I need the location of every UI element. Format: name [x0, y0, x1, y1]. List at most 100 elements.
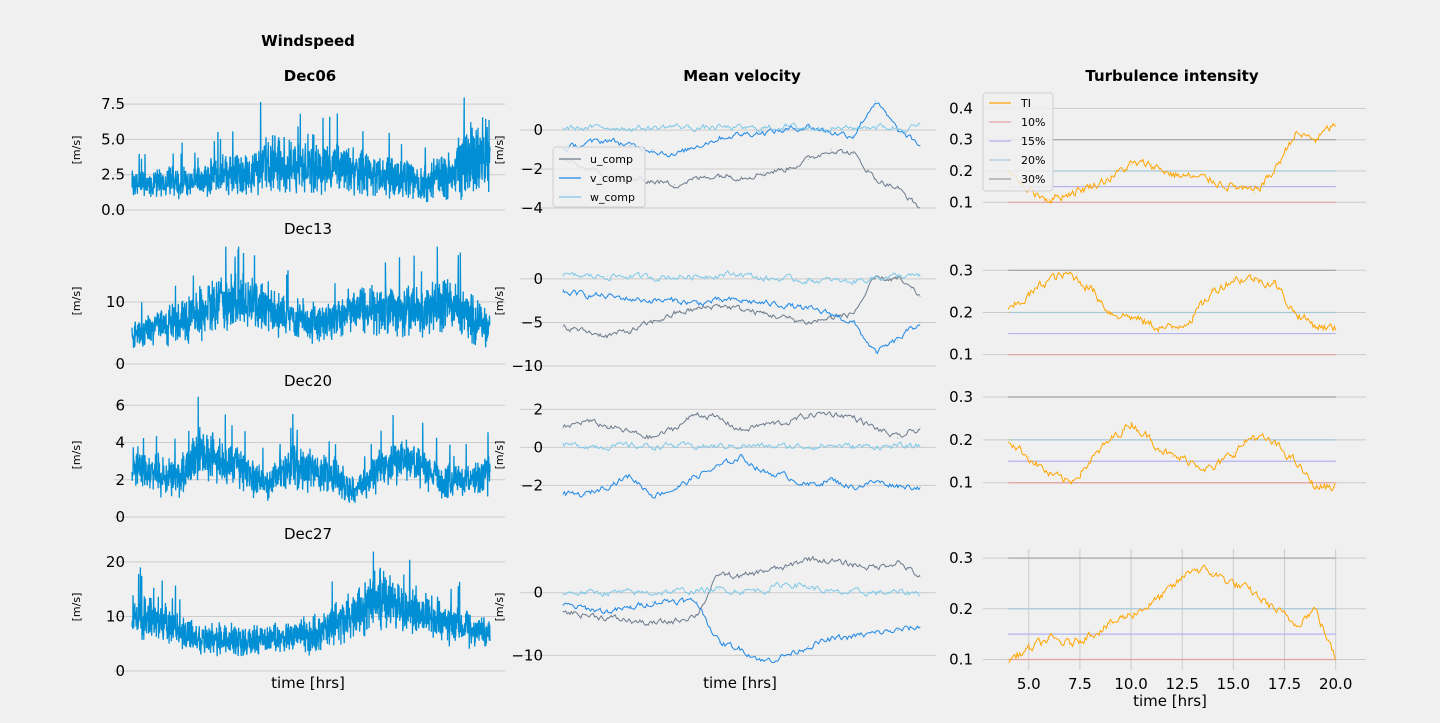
- data-point-w_comp: [607, 445, 609, 448]
- y-tick-label: 5.0: [101, 130, 125, 148]
- data-point-TI: [1314, 608, 1316, 610]
- data-point-TI: [1089, 633, 1091, 635]
- data-point-w_comp: [785, 125, 787, 127]
- data-point-w_comp: [830, 127, 832, 129]
- data-point-w_comp: [673, 444, 676, 447]
- y-tick-label: 0.3: [949, 131, 973, 149]
- x-tick-label: 15.0: [1217, 675, 1250, 693]
- data-point-w_comp: [562, 592, 564, 594]
- subplot-turbulence-dec06: 0.1 0.2 0.3 0.4 TI 10% 15% 20% 30%: [949, 92, 1366, 211]
- data-point-w_comp: [874, 592, 876, 594]
- y-tick-label: 0.2: [949, 303, 973, 321]
- y-axis-label: [m/s]: [493, 287, 506, 316]
- x-axis-label-mean-velocity: time [hrs]: [703, 674, 777, 692]
- data-point-w_comp: [673, 276, 676, 278]
- data-point-w_comp: [874, 276, 876, 278]
- data-point-u_comp: [763, 172, 765, 174]
- data-point-TI: [1212, 179, 1214, 181]
- series-u_comp: [562, 275, 921, 339]
- data-point-u_comp: [740, 576, 743, 578]
- data-point-w_comp: [830, 444, 832, 447]
- data-point-TI: [1191, 316, 1194, 318]
- data-point-v_comp: [629, 145, 631, 147]
- y-tick-label: −2: [521, 476, 543, 494]
- data-point-w_comp: [897, 592, 899, 594]
- data-point-u_comp: [607, 617, 609, 619]
- subplot-mean-velocity-dec13: −10 −5 0 [m/s]: [493, 270, 936, 375]
- y-tick-label: −2: [521, 160, 543, 178]
- data-point-u_comp: [919, 295, 921, 297]
- y-tick-label: 0: [115, 662, 125, 680]
- series-windspeed: [131, 551, 491, 657]
- series-TI: [1008, 564, 1337, 663]
- y-tick-label: 2.5: [101, 166, 125, 184]
- data-point-v_comp: [807, 484, 810, 486]
- y-tick-label: 2: [533, 400, 543, 418]
- y-tick-label: 2: [115, 471, 125, 489]
- data-point-TI: [1069, 192, 1071, 194]
- data-point-TI: [1150, 324, 1153, 326]
- x-tick-label: 20.0: [1319, 675, 1352, 693]
- data-point-v_comp: [740, 648, 743, 650]
- data-point-TI: [1314, 139, 1316, 141]
- data-point-v_comp: [584, 494, 586, 496]
- data-point-u_comp: [629, 431, 631, 433]
- data-point-TI: [1089, 186, 1091, 188]
- data-point-u_comp: [807, 557, 810, 559]
- y-axis-label: [m/s]: [70, 593, 83, 622]
- data-point-u_comp: [562, 326, 564, 328]
- data-point-v_comp: [763, 302, 765, 304]
- data-point-v_comp: [830, 639, 832, 641]
- data-point-w_comp: [897, 445, 899, 448]
- data-point-v_comp: [919, 145, 921, 147]
- data-point-TI: [1273, 608, 1275, 610]
- data-point-TI: [1253, 192, 1255, 194]
- data-point-v_comp: [919, 626, 921, 628]
- data-point-w_comp: [874, 125, 876, 127]
- series-u_comp: [562, 410, 921, 440]
- series-TI: [1007, 271, 1337, 334]
- data-point-TI: [1335, 486, 1337, 488]
- data-point-u_comp: [696, 412, 698, 414]
- data-point-u_comp: [740, 176, 743, 178]
- data-point-w_comp: [830, 280, 832, 282]
- data-point-v_comp: [696, 145, 698, 147]
- data-point-u_comp: [562, 610, 564, 613]
- data-point-u_comp: [696, 614, 698, 616]
- data-point-TI: [1150, 603, 1153, 605]
- data-point-w_comp: [562, 275, 564, 277]
- data-point-v_comp: [718, 642, 720, 644]
- subplot-turbulence-dec13: 0.1 0.2 0.3: [949, 261, 1366, 364]
- data-point-u_comp: [584, 614, 586, 616]
- data-point-TI: [1069, 273, 1071, 276]
- data-point-w_comp: [807, 585, 810, 588]
- x-tick-label: 10.0: [1114, 675, 1147, 693]
- y-tick-label: 0: [533, 121, 543, 139]
- series-windspeed: [131, 246, 491, 349]
- subplot-mean-velocity-dec27: −10 0 [m/s]: [493, 555, 936, 664]
- data-point-TI: [1212, 469, 1214, 471]
- series-v_comp: [562, 102, 921, 158]
- series-u_comp: [562, 555, 921, 626]
- y-axis-label: [m/s]: [493, 441, 506, 470]
- data-point-u_comp: [785, 567, 787, 569]
- data-point-v_comp: [718, 300, 720, 302]
- data-point-u_comp: [740, 308, 743, 310]
- data-point-v_comp: [852, 135, 854, 137]
- data-point-v_comp: [830, 313, 832, 315]
- data-point-w_comp: [629, 275, 631, 277]
- series-w_comp: [562, 440, 921, 452]
- subplot-windspeed-dec06: 0.0 2.5 5.0 7.5 [m/s]: [70, 95, 505, 219]
- data-point-u_comp: [629, 330, 631, 332]
- data-point-u_comp: [673, 427, 676, 429]
- data-point-w_comp: [651, 276, 653, 278]
- data-point-u_comp: [607, 425, 609, 428]
- data-point-u_comp: [897, 437, 899, 439]
- data-point-u_comp: [874, 427, 876, 429]
- data-point-u_comp: [852, 313, 854, 315]
- y-tick-label: 4: [115, 434, 125, 452]
- data-point-v_comp: [740, 300, 743, 302]
- data-point-v_comp: [785, 654, 787, 656]
- data-point-v_comp: [607, 484, 609, 486]
- subplot-turbulence-dec20: 0.1 0.2 0.3: [949, 388, 1366, 492]
